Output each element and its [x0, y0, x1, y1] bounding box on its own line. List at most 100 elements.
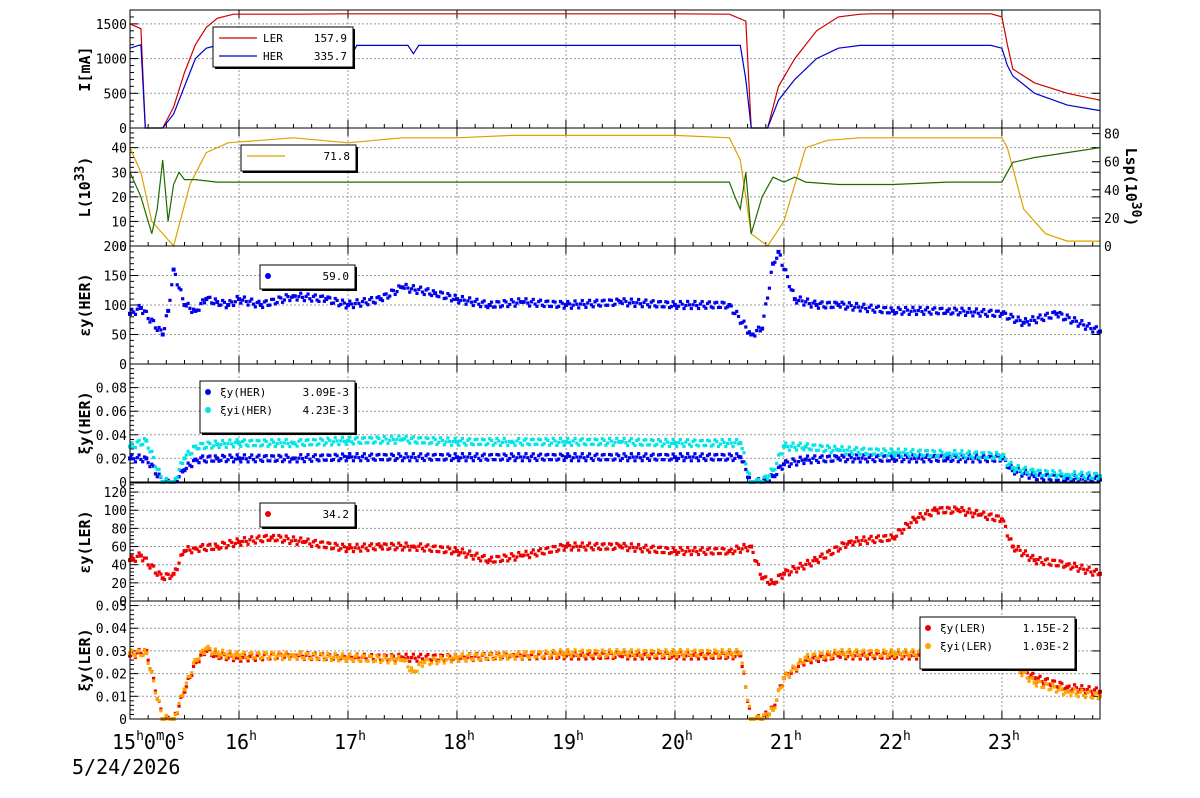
data-point: [791, 441, 795, 445]
data-point: [288, 541, 292, 546]
data-point: [655, 305, 659, 309]
data-point: [344, 659, 348, 663]
data-point: [667, 444, 672, 449]
data-point: [275, 458, 279, 462]
data-point: [954, 308, 959, 312]
data-point: [711, 443, 715, 447]
data-point: [471, 443, 475, 447]
data-point: [446, 452, 450, 456]
data-point: [326, 436, 330, 440]
data-point: [152, 319, 156, 323]
data-point: [598, 442, 603, 446]
legend-value: 4.23E-3: [303, 404, 349, 417]
data-point: [442, 551, 446, 555]
data-point: [896, 447, 900, 451]
data-point: [820, 300, 824, 304]
data-point: [315, 443, 319, 447]
data-point: [339, 457, 343, 461]
data-point: [1031, 676, 1035, 680]
data-point: [511, 554, 515, 558]
data-point: [293, 294, 297, 298]
data-point: [230, 540, 234, 545]
data-point: [713, 547, 717, 551]
data-point: [409, 455, 414, 459]
data-point: [528, 304, 532, 308]
data-point: [500, 654, 504, 658]
data-point: [279, 296, 283, 300]
data-point: [302, 443, 306, 448]
data-point: [371, 657, 376, 662]
data-point: [1051, 310, 1055, 315]
data-point: [836, 303, 841, 307]
data-point: [822, 556, 826, 560]
data-point: [813, 454, 817, 458]
data-point: [1067, 562, 1071, 566]
data-point: [204, 646, 209, 651]
data-point: [377, 542, 381, 546]
data-point: [259, 539, 263, 543]
data-point: [279, 535, 283, 539]
data-point: [825, 444, 830, 448]
data-point: [1058, 310, 1062, 315]
data-point: [1067, 316, 1071, 320]
data-point: [517, 297, 521, 301]
data-point: [269, 535, 274, 540]
data-point: [784, 568, 788, 572]
data-point: [595, 649, 599, 653]
data-point: [509, 439, 514, 444]
data-point: [1027, 679, 1031, 683]
data-point: [542, 552, 546, 556]
data-point: [637, 437, 641, 441]
data-point: [993, 459, 997, 463]
data-point: [330, 443, 334, 447]
data-point: [980, 451, 984, 455]
data-point: [593, 454, 597, 458]
data-point: [744, 462, 748, 466]
data-point: [371, 457, 376, 461]
data-point: [350, 655, 354, 660]
data-point: [1076, 477, 1080, 481]
data-point: [911, 448, 915, 452]
data-point: [577, 548, 581, 552]
data-point: [664, 437, 668, 442]
data-point: [971, 515, 975, 519]
data-point: [862, 446, 866, 450]
data-point: [784, 268, 788, 272]
data-point: [920, 515, 924, 519]
data-point: [998, 457, 1002, 461]
data-point: [511, 440, 515, 445]
data-point: [874, 535, 879, 540]
data-point: [1042, 473, 1046, 478]
data-point: [880, 310, 884, 315]
data-point: [591, 305, 595, 309]
series-points-2: [128, 434, 1102, 484]
data-point: [400, 285, 405, 290]
data-point: [618, 458, 623, 463]
data-point: [444, 457, 448, 461]
data-point: [890, 535, 895, 540]
y-tick-label: 10: [111, 215, 127, 230]
data-point: [313, 453, 317, 457]
data-point: [242, 295, 247, 299]
data-point: [199, 441, 203, 445]
data-point: [796, 443, 801, 448]
data-point: [130, 648, 134, 652]
data-point: [999, 456, 1004, 461]
data-point: [884, 305, 888, 310]
data-point: [1060, 472, 1064, 476]
data-point: [849, 449, 853, 454]
data-point: [976, 457, 980, 461]
data-point: [649, 300, 653, 304]
data-point: [647, 653, 652, 658]
data-point: [1020, 471, 1024, 475]
data-point: [515, 301, 519, 305]
data-point: [130, 307, 134, 311]
data-point: [874, 648, 879, 652]
data-point: [184, 304, 188, 308]
data-point: [902, 527, 906, 532]
data-point: [653, 549, 657, 553]
data-point: [428, 457, 432, 461]
data-point: [584, 548, 588, 552]
data-point: [379, 441, 383, 445]
